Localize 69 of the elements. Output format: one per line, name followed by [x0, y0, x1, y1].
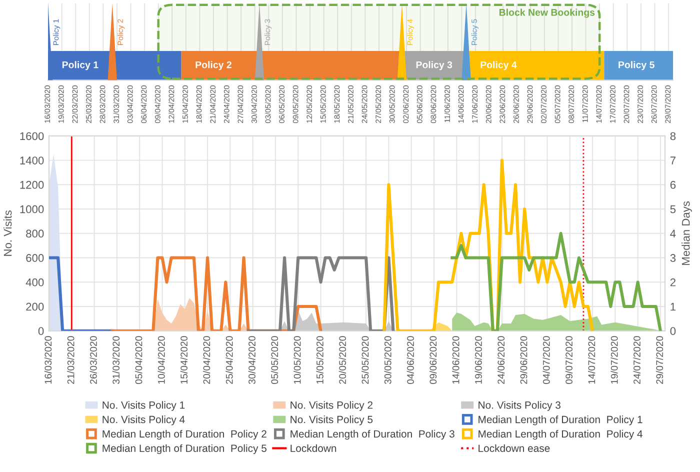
x-tick-label: 26/03/2020: [90, 336, 97, 384]
line-series: [110, 256, 322, 331]
x-tick-label: 29/07/2020: [656, 336, 664, 384]
x-tick-label: 20/04/2020: [203, 336, 210, 384]
x-tick-label: 14/06/2020: [452, 336, 460, 384]
legend-label: No. Visits Policy 5: [290, 416, 373, 426]
y-tick-label: 600: [26, 254, 44, 262]
band-label: Block New Bookings: [499, 8, 595, 18]
x-tick-label: 29/06/2020: [520, 336, 528, 384]
legend-label: Median Length of Duration Policy 3: [290, 430, 454, 440]
x-tick-label: 25/05/2020: [362, 336, 369, 384]
line-series: [246, 256, 395, 331]
legend-label: No. Visits Policy 1: [102, 401, 185, 411]
x-tick-label: 10/05/2020: [294, 336, 301, 384]
legend-label: Median Length of Duration Policy 2: [102, 430, 266, 440]
x-tick-label: 30/05/2020: [384, 336, 392, 384]
x-tick-label: 04/07/2020: [542, 336, 550, 384]
y-tick-label: 1000: [20, 205, 44, 214]
x-tick-label: 09/06/2020: [429, 336, 437, 384]
y2-tick-label: 3: [670, 254, 676, 262]
x-tick-label: 30/04/2020: [248, 336, 256, 384]
x-tick-label: 10/04/2020: [158, 336, 165, 384]
legend-label: No. Visits Policy 3: [478, 401, 560, 411]
legend-label: Median Length of Duration Policy 4: [478, 430, 642, 440]
y-axis-title: No. Visits: [4, 210, 12, 256]
y2-tick-label: 4: [670, 230, 676, 238]
x-tick-label: 05/04/2020: [135, 336, 142, 384]
y2-axis-title: Median Days: [682, 201, 692, 265]
x-tick-label: 20/05/2020: [338, 336, 346, 384]
y-tick-label: 800: [26, 230, 44, 238]
x-tick-label: 15/04/2020: [180, 336, 188, 384]
y-tick-label: 200: [26, 302, 44, 311]
y-tick-label: 1600: [20, 132, 44, 140]
legend-label: Median Length of Duration Policy 5: [102, 444, 266, 454]
x-tick-label: 04/06/2020: [406, 336, 414, 384]
y-tick-label: 1200: [20, 180, 44, 189]
x-tick-label: 25/04/2020: [226, 336, 233, 384]
y2-tick-label: 8: [670, 132, 676, 140]
x-tick-label: 31/03/2020: [112, 336, 120, 384]
y2-tick-label: 5: [670, 205, 676, 214]
band-label: Policy 5: [618, 61, 654, 70]
y2-tick-label: 2: [670, 278, 676, 286]
x-tick-label: 24/06/2020: [497, 336, 505, 384]
x-tick-label: 16/03/2020: [44, 336, 52, 384]
y2-tick-label: 6: [670, 180, 676, 189]
legend-label: Lockdown ease: [478, 444, 550, 452]
band-label: Policy 4: [480, 61, 517, 70]
legend-label: Median Length of Duration Policy 1: [478, 416, 642, 426]
y-tick-label: 1400: [20, 156, 44, 164]
legend-label: No. Visits Policy 2: [290, 401, 372, 411]
x-tick-label: 19/06/2020: [474, 336, 482, 384]
y-tick-label: 400: [26, 278, 44, 286]
line-series: [450, 232, 662, 331]
x-tick-label: 15/05/2020: [316, 336, 324, 384]
x-tick-label: 21/03/2020: [67, 336, 74, 384]
y2-tick-label: 1: [670, 302, 676, 311]
x-tick-label: 09/07/2020: [565, 336, 572, 384]
legend-label: Lockdown: [290, 444, 336, 452]
x-tick-label: 14/07/2020: [588, 336, 596, 384]
band-label: Policy 1: [62, 61, 98, 70]
legend-label: No. Visits Policy 4: [102, 416, 185, 426]
y2-tick-label: 7: [670, 156, 676, 164]
y2-tick-label: 0: [670, 327, 676, 336]
x-tick-label: 19/07/2020: [610, 336, 618, 384]
x-tick-label: 05/05/2020: [270, 336, 278, 384]
x-tick-label: 24/07/2020: [633, 336, 640, 384]
band-label: Policy 3: [416, 61, 452, 70]
band-label: Policy 2: [196, 61, 232, 70]
y-tick-label: 0: [38, 327, 44, 336]
